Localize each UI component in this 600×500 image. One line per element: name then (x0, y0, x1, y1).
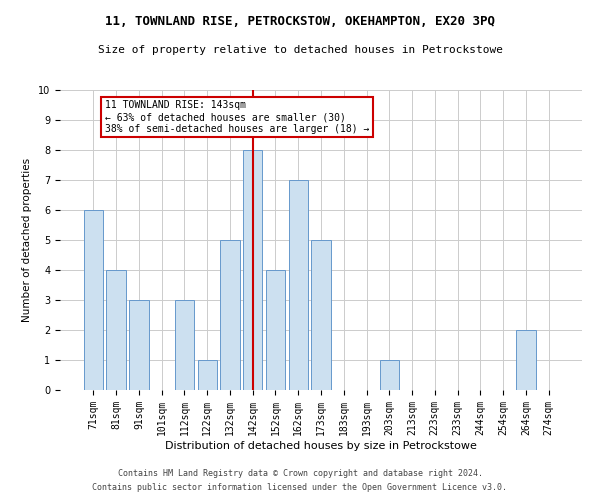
Text: Contains HM Land Registry data © Crown copyright and database right 2024.: Contains HM Land Registry data © Crown c… (118, 468, 482, 477)
Bar (197, 360, 217, 390)
Text: 11 TOWNLAND RISE: 143sqm
← 63% of detached houses are smaller (30)
38% of semi-d: 11 TOWNLAND RISE: 143sqm ← 63% of detach… (105, 100, 369, 134)
Bar (175, 300, 194, 390)
Bar (380, 360, 399, 390)
Bar (84, 210, 103, 390)
Bar (129, 300, 149, 390)
X-axis label: Distribution of detached houses by size in Petrockstowe: Distribution of detached houses by size … (165, 440, 477, 450)
Bar (266, 270, 285, 390)
Bar (289, 180, 308, 390)
Text: 11, TOWNLAND RISE, PETROCKSTOW, OKEHAMPTON, EX20 3PQ: 11, TOWNLAND RISE, PETROCKSTOW, OKEHAMPT… (105, 15, 495, 28)
Text: Contains public sector information licensed under the Open Government Licence v3: Contains public sector information licen… (92, 484, 508, 492)
Y-axis label: Number of detached properties: Number of detached properties (22, 158, 32, 322)
Bar (516, 330, 536, 390)
Bar (243, 150, 262, 390)
Bar (106, 270, 126, 390)
Bar (311, 240, 331, 390)
Bar (220, 240, 239, 390)
Text: Size of property relative to detached houses in Petrockstowe: Size of property relative to detached ho… (97, 45, 503, 55)
